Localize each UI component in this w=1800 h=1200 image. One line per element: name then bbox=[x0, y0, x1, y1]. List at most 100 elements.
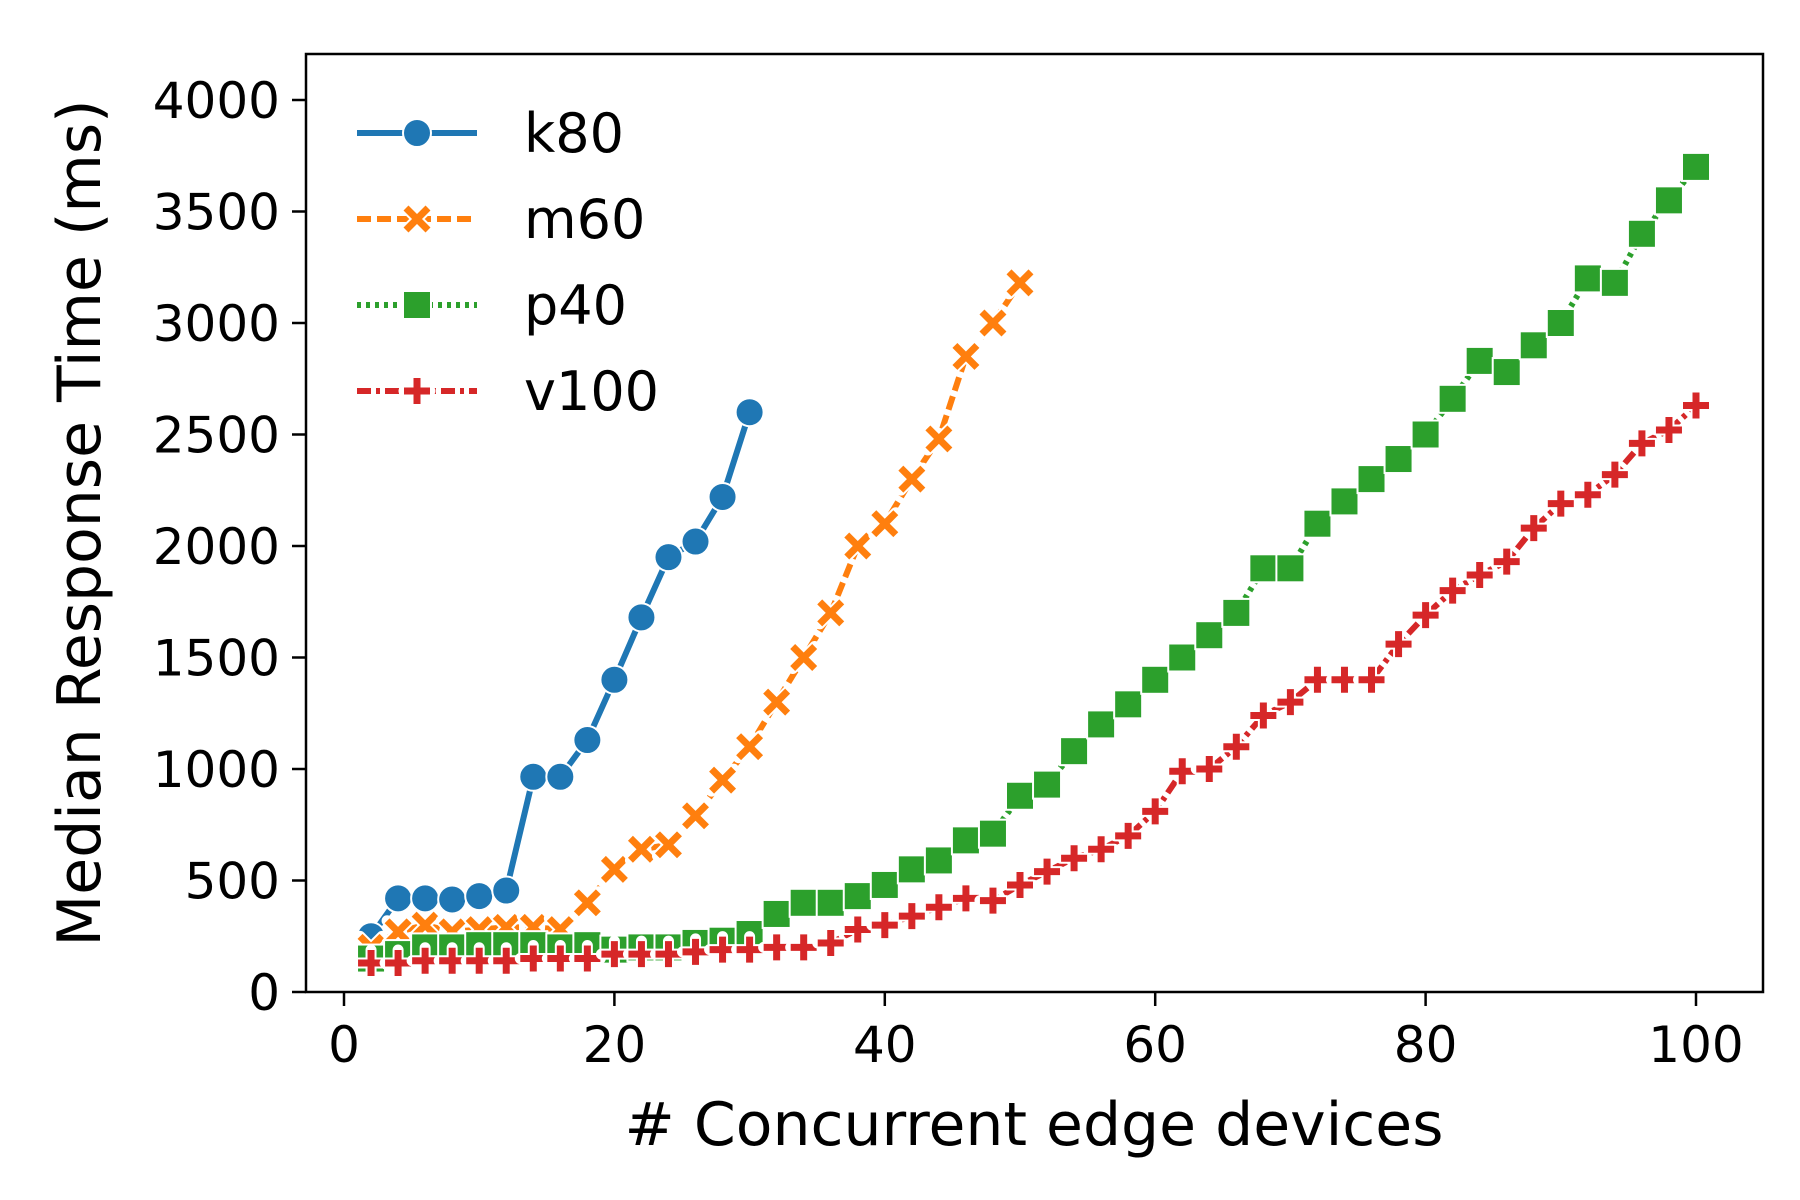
legend-marker bbox=[402, 290, 432, 320]
x-tick-label: 20 bbox=[583, 1016, 647, 1074]
point-v100 bbox=[920, 888, 958, 926]
point-v100-stroke bbox=[844, 916, 871, 943]
point-v100 bbox=[1596, 456, 1634, 494]
point-v100 bbox=[1136, 792, 1174, 830]
plot-frame bbox=[304, 52, 1765, 994]
legend-marker bbox=[400, 202, 434, 236]
point-p40 bbox=[923, 845, 954, 876]
point-p40 bbox=[1248, 553, 1279, 584]
point-m60-stroke bbox=[709, 766, 737, 794]
point-v100 bbox=[1163, 752, 1201, 790]
point-v100 bbox=[731, 931, 769, 969]
point-v100-stroke bbox=[1196, 756, 1223, 782]
point-v100-stroke bbox=[574, 945, 601, 972]
point-m60-stroke bbox=[682, 802, 709, 830]
point-v100 bbox=[1217, 728, 1255, 766]
point-v100-stroke bbox=[1250, 702, 1277, 729]
y-tick-label: 3000 bbox=[153, 295, 280, 353]
point-v100-stroke bbox=[1683, 392, 1709, 419]
series-v100 bbox=[352, 387, 1715, 982]
point-m60-stroke bbox=[627, 835, 655, 863]
point-m60 bbox=[814, 596, 848, 630]
point-p40 bbox=[1464, 345, 1495, 376]
point-m60-stroke bbox=[979, 309, 1007, 337]
x-tick-label: 60 bbox=[1123, 1016, 1187, 1074]
point-m60 bbox=[651, 828, 685, 862]
point-v100-stroke bbox=[682, 938, 709, 965]
x-tick-label: 0 bbox=[328, 1016, 360, 1074]
point-k80 bbox=[707, 481, 738, 512]
point-m60-stroke bbox=[790, 644, 818, 671]
legend-label: p40 bbox=[524, 274, 627, 337]
point-k80 bbox=[626, 602, 657, 633]
point-m60-stroke bbox=[1006, 269, 1034, 297]
point-p40 bbox=[1140, 664, 1171, 695]
point-p40 bbox=[1194, 620, 1225, 651]
point-v100 bbox=[379, 944, 417, 982]
point-p40 bbox=[1086, 709, 1117, 740]
point-m60 bbox=[624, 832, 658, 866]
point-k80 bbox=[437, 884, 468, 915]
point-p40 bbox=[896, 854, 927, 885]
point-p40 bbox=[1302, 508, 1333, 539]
point-v100 bbox=[1271, 683, 1309, 721]
point-v100-stroke bbox=[1034, 858, 1061, 885]
point-v100-stroke bbox=[1007, 871, 1033, 898]
y-tick-label: 2500 bbox=[153, 407, 280, 465]
point-p40 bbox=[1356, 464, 1387, 495]
point-m60 bbox=[706, 763, 740, 797]
point-v100 bbox=[1082, 830, 1120, 868]
point-m60 bbox=[679, 799, 713, 833]
point-v100 bbox=[1461, 556, 1499, 594]
y-tick-label: 3500 bbox=[153, 184, 280, 242]
point-m60 bbox=[949, 339, 983, 373]
point-m60-stroke bbox=[763, 688, 791, 716]
point-m60-stroke bbox=[898, 465, 926, 493]
point-p40 bbox=[1167, 642, 1198, 673]
point-v100-stroke bbox=[1223, 733, 1250, 760]
point-v100-stroke bbox=[1601, 461, 1628, 488]
point-v100-stroke bbox=[952, 885, 979, 912]
point-v100-stroke bbox=[1061, 845, 1088, 872]
point-m60 bbox=[760, 685, 794, 719]
point-k80 bbox=[383, 883, 414, 914]
point-m60 bbox=[868, 507, 902, 541]
point-v100-stroke bbox=[1169, 758, 1196, 785]
line-v100 bbox=[371, 403, 1699, 967]
series-k80 bbox=[356, 397, 765, 952]
point-m60-stroke bbox=[600, 855, 628, 883]
y-axis-label: Median Response Time (ms) bbox=[45, 100, 115, 947]
point-p40 bbox=[1653, 185, 1684, 216]
point-v100 bbox=[1353, 661, 1391, 699]
legend-item-p40: p40 bbox=[357, 274, 627, 337]
point-k80 bbox=[572, 725, 603, 756]
point-m60 bbox=[733, 730, 767, 764]
point-v100 bbox=[1028, 853, 1066, 891]
point-m60-stroke bbox=[871, 510, 899, 538]
y-tick-label: 1000 bbox=[153, 741, 280, 799]
y-tick-label: 1500 bbox=[153, 630, 280, 688]
point-v100 bbox=[677, 933, 715, 971]
ticks: 0 20 40 60 80 1000500100015002000250030003500… bbox=[153, 72, 1744, 1074]
point-v100-stroke bbox=[898, 903, 925, 930]
point-m60-stroke bbox=[655, 831, 682, 859]
point-m60 bbox=[570, 886, 604, 920]
point-v100-stroke bbox=[736, 936, 763, 963]
y-tick-label: 4000 bbox=[153, 72, 280, 130]
point-p40 bbox=[977, 818, 1008, 849]
legend-label: v100 bbox=[524, 360, 659, 423]
point-p40 bbox=[1626, 218, 1657, 249]
point-p40 bbox=[1383, 444, 1414, 475]
point-v100-stroke bbox=[1142, 798, 1169, 825]
point-k80 bbox=[464, 881, 495, 912]
point-p40 bbox=[950, 825, 981, 856]
point-v100 bbox=[974, 882, 1012, 920]
point-v100-stroke bbox=[493, 947, 520, 974]
line-k80 bbox=[368, 411, 753, 938]
point-v100-stroke bbox=[925, 894, 952, 921]
point-v100-stroke bbox=[655, 941, 682, 968]
point-v100-stroke bbox=[871, 912, 898, 939]
point-p40 bbox=[1681, 151, 1711, 182]
point-v100-stroke bbox=[1439, 577, 1466, 604]
point-v100-stroke bbox=[1547, 490, 1574, 517]
